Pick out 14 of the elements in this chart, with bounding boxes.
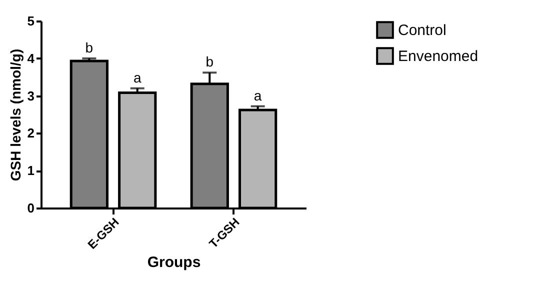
y-axis-title: GSH levels (nmol/g): [7, 48, 24, 182]
y-tick-label: 3: [27, 88, 34, 104]
annotation: a: [254, 87, 262, 104]
y-tick-label: 4: [27, 50, 36, 66]
x-axis-title: Groups: [147, 254, 201, 272]
legend-label: Envenomed: [398, 48, 478, 65]
annotation: a: [133, 69, 142, 86]
legend-label: Control: [398, 22, 446, 39]
annotation: b: [206, 54, 214, 70]
y-tick-label: 2: [27, 126, 34, 141]
y-tick-label: 0: [27, 200, 34, 216]
y-tick-label: 5: [27, 14, 34, 28]
y-tick-label: 1: [27, 163, 34, 178]
annotation: b: [85, 39, 94, 56]
